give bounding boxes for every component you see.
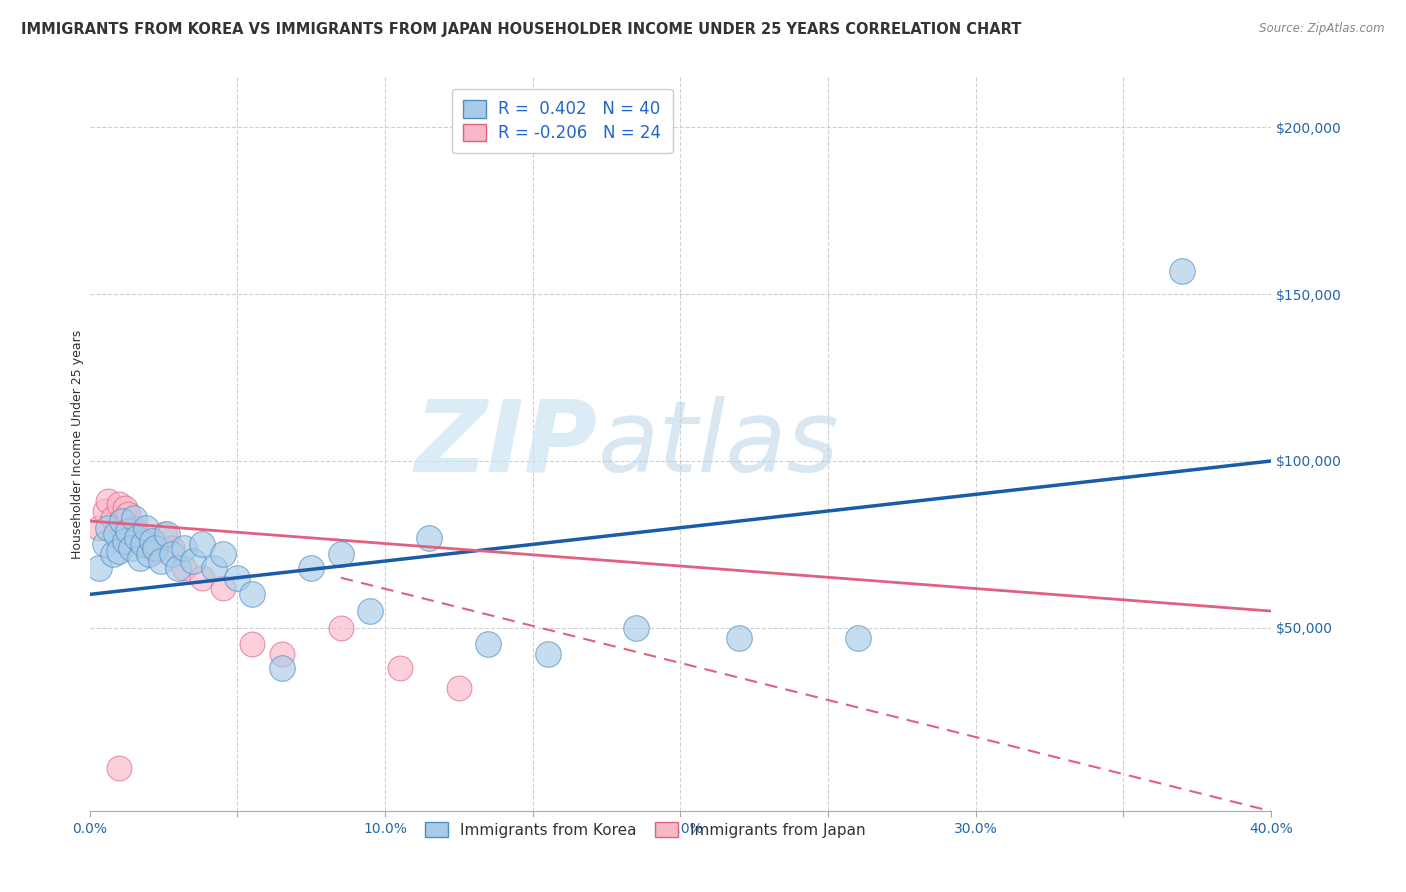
- Point: [202, 560, 225, 574]
- Point: [129, 550, 152, 565]
- Point: [93, 537, 115, 551]
- Point: [120, 541, 142, 555]
- Point: [155, 527, 177, 541]
- Point: [125, 531, 148, 545]
- Point: [329, 621, 352, 635]
- Point: [93, 504, 115, 518]
- Text: atlas: atlas: [598, 396, 839, 492]
- Point: [143, 541, 166, 555]
- Point: [191, 571, 214, 585]
- Point: [211, 581, 233, 595]
- Point: [103, 510, 125, 524]
- Point: [122, 521, 145, 535]
- Point: [108, 544, 131, 558]
- Point: [447, 681, 470, 695]
- Point: [96, 494, 118, 508]
- Point: [132, 537, 155, 551]
- Point: [240, 637, 263, 651]
- Y-axis label: Householder Income Under 25 years: Householder Income Under 25 years: [72, 330, 84, 559]
- Text: IMMIGRANTS FROM KOREA VS IMMIGRANTS FROM JAPAN HOUSEHOLDER INCOME UNDER 25 YEARS: IMMIGRANTS FROM KOREA VS IMMIGRANTS FROM…: [21, 22, 1022, 37]
- Point: [173, 541, 195, 555]
- Point: [846, 631, 869, 645]
- Point: [728, 631, 751, 645]
- Point: [162, 541, 184, 555]
- Point: [329, 547, 352, 561]
- Point: [108, 497, 131, 511]
- Point: [138, 537, 160, 551]
- Point: [114, 500, 136, 515]
- Point: [135, 521, 157, 535]
- Point: [191, 537, 214, 551]
- Point: [111, 514, 134, 528]
- Point: [122, 510, 145, 524]
- Point: [143, 544, 166, 558]
- Point: [536, 648, 558, 662]
- Point: [117, 524, 139, 538]
- Point: [173, 560, 195, 574]
- Point: [477, 637, 499, 651]
- Point: [141, 534, 163, 549]
- Point: [103, 547, 125, 561]
- Point: [299, 560, 322, 574]
- Point: [270, 661, 292, 675]
- Point: [270, 648, 292, 662]
- Point: [162, 547, 184, 561]
- Point: [138, 547, 160, 561]
- Point: [418, 531, 440, 545]
- Point: [624, 621, 647, 635]
- Point: [167, 560, 190, 574]
- Text: Source: ZipAtlas.com: Source: ZipAtlas.com: [1260, 22, 1385, 36]
- Point: [96, 521, 118, 535]
- Point: [108, 761, 131, 775]
- Point: [359, 604, 381, 618]
- Point: [117, 508, 139, 522]
- Point: [226, 571, 249, 585]
- Point: [388, 661, 411, 675]
- Point: [114, 534, 136, 549]
- Point: [132, 534, 155, 549]
- Point: [152, 527, 174, 541]
- Point: [1171, 264, 1194, 278]
- Point: [87, 560, 110, 574]
- Point: [240, 587, 263, 601]
- Legend: Immigrants from Korea, Immigrants from Japan: Immigrants from Korea, Immigrants from J…: [419, 815, 872, 844]
- Point: [149, 554, 172, 568]
- Point: [211, 547, 233, 561]
- Point: [125, 527, 148, 541]
- Point: [105, 527, 128, 541]
- Point: [87, 521, 110, 535]
- Text: ZIP: ZIP: [415, 396, 598, 492]
- Point: [181, 554, 204, 568]
- Point: [111, 514, 134, 528]
